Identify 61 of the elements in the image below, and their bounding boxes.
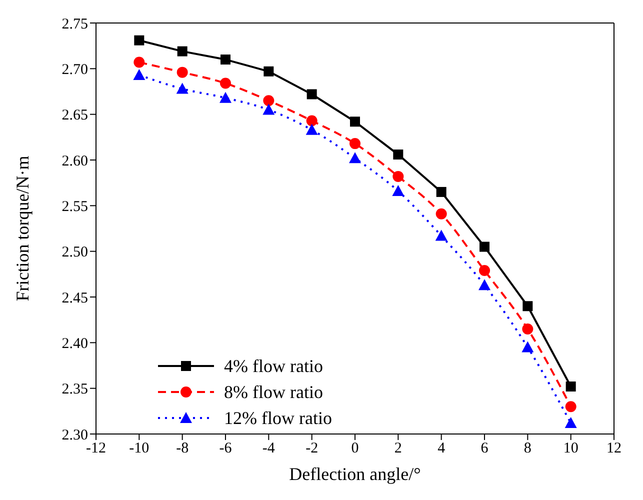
point <box>392 170 404 182</box>
y-tick-label: 2.75 <box>62 16 88 32</box>
legend-label: 8% flow ratio <box>224 382 323 402</box>
point <box>350 138 360 150</box>
point <box>306 89 317 100</box>
point <box>393 150 404 160</box>
x-tick-label: 8 <box>524 440 532 457</box>
y-tick-label: 2.50 <box>62 244 88 261</box>
point <box>480 242 490 252</box>
y-tick-label: 2.35 <box>62 382 88 398</box>
point <box>392 185 404 196</box>
point <box>262 104 275 115</box>
y-tick-label: 2.65 <box>62 108 88 124</box>
point <box>522 341 534 352</box>
point <box>479 265 490 276</box>
x-axis-title: Deflection angle/° <box>289 464 421 484</box>
point <box>436 208 447 220</box>
point <box>177 46 188 56</box>
legend-label: 4% flow ratio <box>224 356 323 376</box>
x-tick-label: -4 <box>262 440 276 457</box>
x-tick-label: 4 <box>438 440 446 457</box>
x-tick-label: -2 <box>306 440 318 457</box>
x-tick-label: 6 <box>480 440 489 457</box>
y-tick-label: 2.55 <box>62 198 88 215</box>
x-tick-label: -8 <box>176 440 189 457</box>
point <box>134 35 144 46</box>
point <box>176 82 188 94</box>
point <box>263 95 274 106</box>
x-tick-label: -12 <box>86 440 106 457</box>
x-tick-label: 10 <box>563 440 578 457</box>
point <box>478 279 490 290</box>
point <box>306 115 318 126</box>
x-tick-label: -10 <box>129 440 150 457</box>
point <box>522 301 533 312</box>
legend-label: 12% flow ratio <box>224 408 332 428</box>
point <box>565 401 576 412</box>
point <box>220 78 231 89</box>
x-tick-label: 12 <box>606 440 622 457</box>
y-tick-label: 2.45 <box>62 290 88 306</box>
point <box>349 152 361 164</box>
x-tick-label: 0 <box>351 440 359 457</box>
point <box>306 124 318 135</box>
point <box>564 417 577 428</box>
y-axis-title: Friction torque/N·m <box>12 156 32 302</box>
x-tick-label: -6 <box>219 440 232 457</box>
point <box>264 66 274 76</box>
y-tick-label: 2.60 <box>62 153 88 170</box>
y-tick-label: 2.40 <box>62 336 88 352</box>
point <box>435 230 448 241</box>
point <box>176 66 188 78</box>
point <box>220 54 230 65</box>
point <box>134 56 145 68</box>
point <box>566 382 576 392</box>
y-tick-label: 2.30 <box>62 427 88 444</box>
y-tick-label: 2.70 <box>62 62 88 78</box>
point <box>220 92 232 103</box>
point <box>350 116 360 127</box>
point <box>522 323 534 334</box>
point <box>133 69 146 80</box>
x-tick-label: 2 <box>394 440 402 457</box>
point <box>436 186 446 197</box>
